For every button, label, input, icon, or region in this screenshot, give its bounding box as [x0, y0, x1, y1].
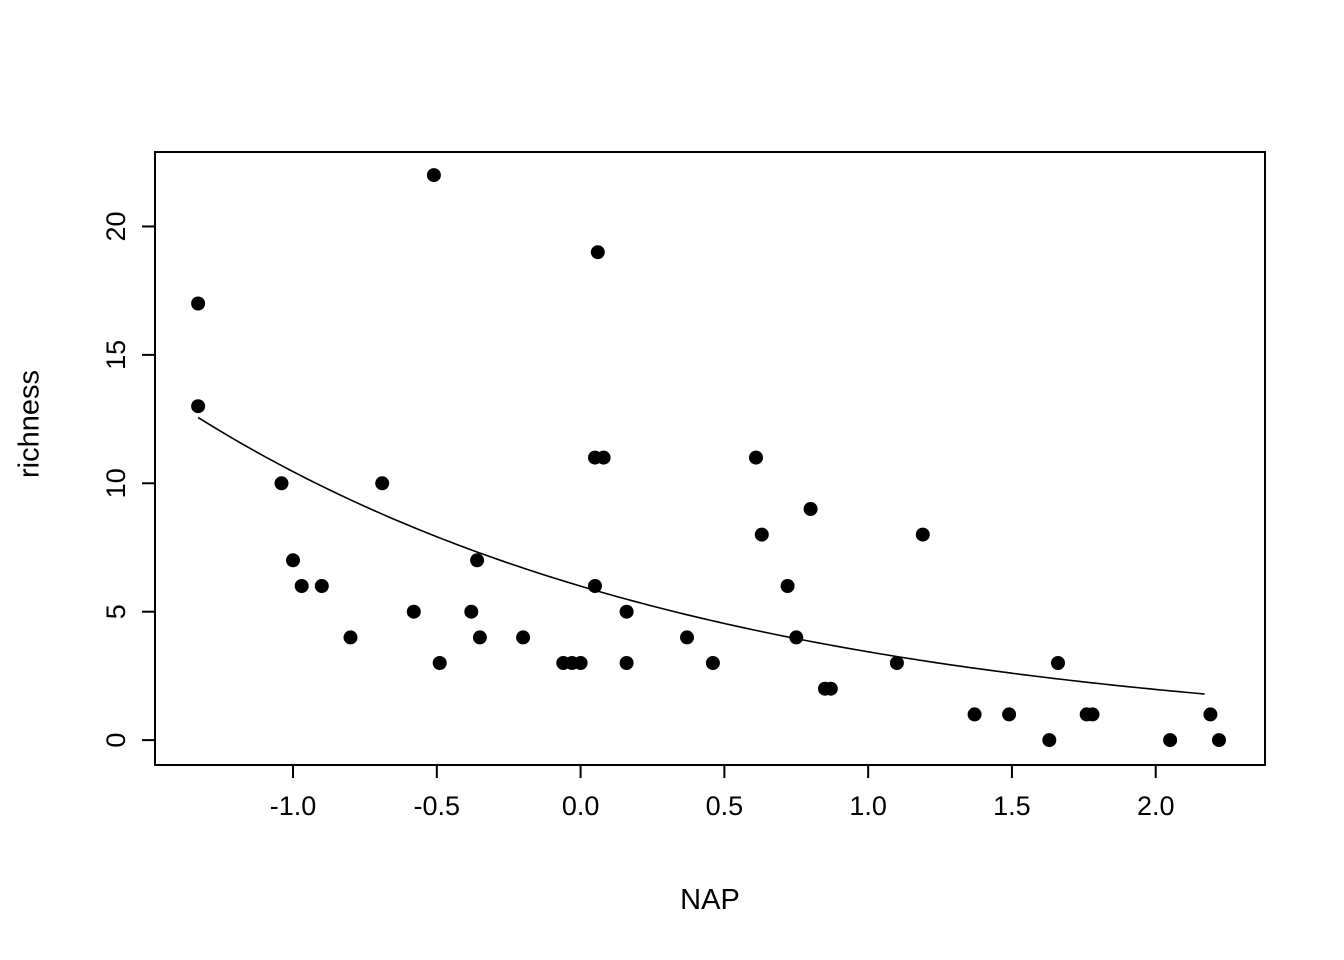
data-point: [680, 630, 694, 645]
data-point: [588, 579, 602, 593]
data-point: [823, 681, 838, 696]
y-tick-label: 20: [101, 211, 131, 241]
data-point: [516, 630, 531, 645]
data-point: [1042, 733, 1057, 748]
data-point: [915, 527, 930, 542]
data-point: [754, 527, 769, 542]
x-tick-label: -0.5: [414, 791, 461, 821]
y-tick-label: 10: [101, 468, 131, 498]
data-point: [314, 579, 329, 593]
data-point: [191, 296, 206, 311]
data-point: [1002, 707, 1017, 722]
data-point: [1163, 733, 1178, 748]
data-point: [470, 553, 485, 568]
data-point: [1203, 707, 1218, 722]
data-point: [573, 656, 588, 670]
data-point: [619, 604, 634, 619]
data-point: [274, 476, 289, 491]
data-point: [889, 656, 904, 670]
x-tick-label: 1.0: [849, 791, 887, 821]
x-tick-label: 1.5: [993, 791, 1031, 821]
data-point: [619, 656, 634, 670]
data-point: [406, 604, 421, 619]
data-point: [749, 450, 763, 465]
fit-curve: [197, 416, 1205, 695]
data-point: [286, 553, 300, 568]
plot-box: [154, 151, 1266, 766]
y-axis-title-text: richness: [13, 370, 46, 478]
data-point: [967, 707, 982, 722]
x-tick-label: 0.0: [562, 791, 600, 821]
data-point: [464, 604, 479, 619]
data-point: [780, 579, 795, 593]
x-tick-label: 0.5: [706, 791, 744, 821]
y-tick-label: 5: [101, 604, 131, 619]
data-point: [1212, 733, 1226, 748]
data-point: [375, 476, 390, 491]
data-point: [426, 168, 441, 183]
data-point: [803, 502, 818, 516]
data-point: [343, 630, 358, 645]
y-axis-title: richness: [14, 370, 47, 478]
data-point: [294, 579, 309, 593]
data-point: [789, 630, 804, 645]
data-point: [596, 450, 611, 465]
x-tick-label: -1.0: [270, 791, 317, 821]
x-tick-label: 2.0: [1137, 791, 1175, 821]
data-point: [191, 399, 206, 414]
data-point: [432, 656, 447, 670]
data-point: [590, 245, 605, 260]
data-point: [705, 656, 720, 670]
x-axis-title: NAP: [680, 884, 740, 916]
y-tick-label: 0: [101, 733, 131, 748]
y-tick-label: 15: [101, 340, 131, 370]
data-point: [1051, 656, 1065, 670]
data-point: [1085, 707, 1100, 722]
data-point: [472, 630, 487, 645]
